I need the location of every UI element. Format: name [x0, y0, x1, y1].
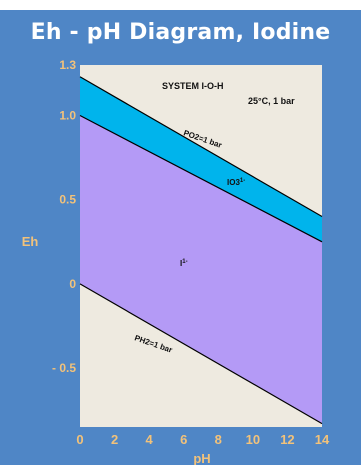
y-tick-label: 0 — [69, 277, 76, 291]
x-tick-label: 10 — [246, 432, 260, 447]
x-tick-label: 4 — [146, 432, 154, 447]
x-tick-label: 6 — [180, 432, 187, 447]
iodide-region-label: I1- — [180, 259, 188, 268]
system-label: SYSTEM I-O-H — [162, 81, 224, 91]
iodate-region — [80, 76, 322, 242]
y-tick-label: 0.5 — [59, 193, 76, 207]
y-axis-label: Eh — [22, 234, 39, 249]
x-axis-label: pH — [193, 451, 210, 465]
x-tick-label: 14 — [315, 432, 330, 447]
x-tick-label: 12 — [280, 432, 294, 447]
iodide-region — [80, 115, 322, 424]
y-tick-label: 1.0 — [59, 109, 76, 123]
x-tick-label: 2 — [111, 432, 118, 447]
x-tick-label: 0 — [76, 432, 83, 447]
iodate-region-label: IO31- — [227, 178, 245, 187]
boundary-lines — [79, 76, 323, 425]
iodate-iodide-boundary-line — [79, 114, 323, 243]
hydrogen-boundary-line — [79, 283, 323, 425]
x-tick-label: 8 — [215, 432, 222, 447]
y-axis-ticks: 1.3 1.0 0.5 0 - 0.5 — [52, 58, 76, 375]
y-tick-label: 1.3 — [59, 58, 76, 72]
x-axis-ticks: 0 2 4 6 8 10 12 14 — [76, 432, 330, 447]
chart-title: Eh - pH Diagram, Iodine — [30, 20, 331, 45]
conditions-label: 25°C, 1 bar — [248, 96, 295, 106]
y-tick-label: - 0.5 — [52, 361, 76, 375]
oxygen-boundary-line — [79, 76, 323, 218]
